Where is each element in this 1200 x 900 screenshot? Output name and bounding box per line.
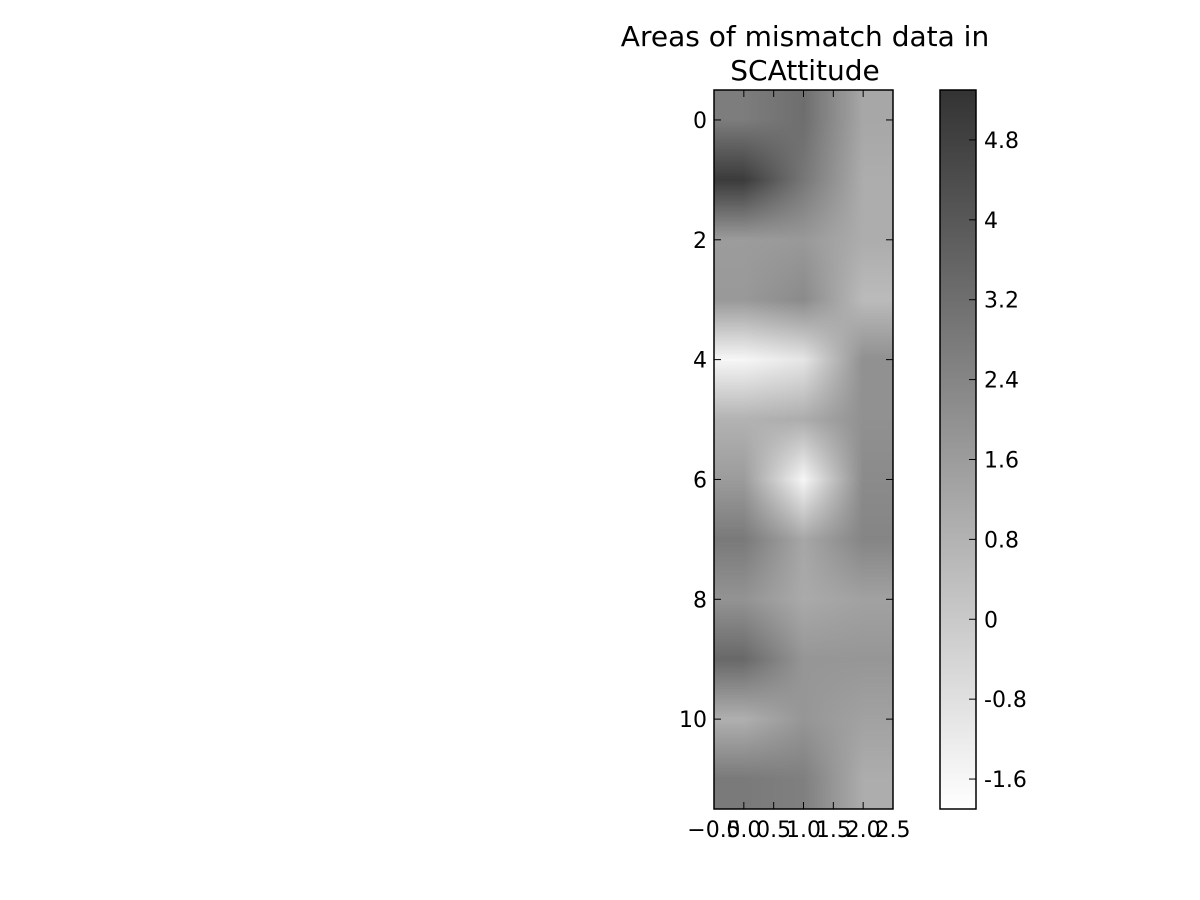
x-tick-label: 1.0 [786, 818, 821, 843]
y-tick-label: 10 [679, 708, 707, 733]
colorbar-tick-label: -1.6 [984, 768, 1027, 793]
x-axis: −0.50.00.51.01.52.02.5 [687, 90, 911, 843]
y-tick-label: 2 [693, 229, 707, 254]
heatmap-image-frame [714, 90, 893, 809]
y-tick-label: 4 [693, 349, 707, 374]
colorbar-gradient [940, 90, 976, 809]
heatmap-image [714, 90, 893, 809]
colorbar-tick-label: -0.8 [984, 688, 1027, 713]
y-tick-label: 0 [693, 109, 707, 134]
x-tick-label: 1.5 [816, 818, 851, 843]
y-axis: 0 2 4 6 8 10 [679, 109, 893, 733]
x-tick-label: 2.0 [846, 818, 881, 843]
y-tick-label: 6 [693, 468, 707, 493]
x-tick-label: 0.0 [726, 818, 761, 843]
chart-title-line-2: SCAttitude [730, 54, 879, 87]
colorbar-axis: 4.8 4 3.2 2.4 1.6 0.8 0 -0.8 -1.6 [969, 129, 1027, 793]
x-tick-label: −0.5 [687, 818, 740, 843]
colorbar-tick-label: 4.8 [984, 129, 1019, 154]
colorbar-frame [939, 89, 977, 810]
x-tick-label: 2.5 [876, 818, 911, 843]
chart-title-line-1: Areas of mismatch data in [621, 20, 989, 53]
heatmap-plot: −0.50.00.51.01.52.02.5 0 2 4 6 8 10 [679, 89, 911, 843]
colorbar-tick-label: 2.4 [984, 369, 1019, 394]
colorbar-tick-label: 0 [984, 608, 998, 633]
x-tick-label: 0.5 [756, 818, 791, 843]
colorbar-tick-label: 0.8 [984, 528, 1019, 553]
colorbar-tick-label: 4 [984, 209, 998, 234]
colorbar: 4.8 4 3.2 2.4 1.6 0.8 0 -0.8 -1.6 [939, 89, 1027, 810]
y-tick-label: 8 [693, 588, 707, 613]
colorbar-tick-label: 1.6 [984, 448, 1019, 473]
colorbar-tick-label: 3.2 [984, 289, 1019, 314]
